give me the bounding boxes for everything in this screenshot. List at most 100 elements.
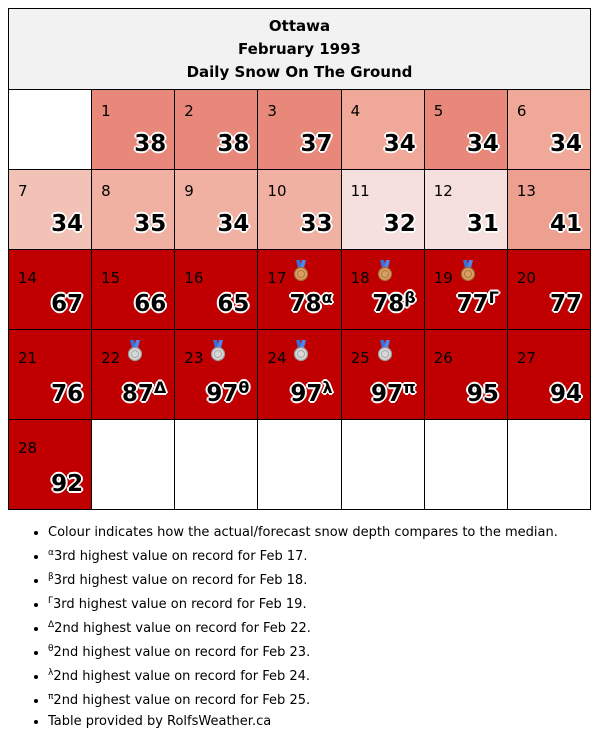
calendar-week-row: 1 38 2 38 3 37 4 34 5 34 6 34 <box>7 89 592 170</box>
footnote-item: Γ3rd highest value on record for Feb 19. <box>48 591 591 615</box>
footnote-symbol: α <box>48 548 54 558</box>
snow-depth-number: 65 <box>217 291 250 317</box>
empty-day-cell <box>174 419 259 510</box>
day-cell: 23 97θ <box>174 329 259 420</box>
snow-depth-number: 87 <box>121 381 154 407</box>
footnote-item: π2nd highest value on record for Feb 25. <box>48 687 591 711</box>
day-number: 28 <box>18 439 38 457</box>
day-cell: 11 32 <box>340 169 425 250</box>
snow-depth-number: 97 <box>206 381 239 407</box>
snow-depth-number: 33 <box>300 211 333 237</box>
snow-depth-number: 37 <box>300 131 333 157</box>
snow-depth-value: 92 <box>51 471 83 497</box>
footnote-marker: β <box>404 288 416 307</box>
bronze-medal-icon <box>293 260 309 282</box>
day-cell: 10 33 <box>257 169 342 250</box>
day-number: 19 <box>433 269 453 287</box>
calendar-header: Ottawa February 1993 Daily Snow On The G… <box>8 8 591 90</box>
day-cell: 4 34 <box>340 89 425 170</box>
footnote-symbol: λ <box>48 668 54 678</box>
footnote-marker: θ <box>238 378 250 397</box>
day-number: 7 <box>18 182 28 200</box>
snow-depth-number: 41 <box>549 211 582 237</box>
footnote-text: Colour indicates how the actual/forecast… <box>48 525 558 540</box>
day-number: 1 <box>101 102 111 120</box>
day-number: 24 <box>267 349 287 367</box>
empty-day-cell <box>91 419 176 510</box>
snow-depth-number: 38 <box>217 131 250 157</box>
snow-depth-number: 67 <box>51 291 84 317</box>
day-number: 25 <box>350 349 370 367</box>
footnote-text: 2nd highest value on record for Feb 25. <box>53 693 311 708</box>
snow-depth-number: 34 <box>466 131 499 157</box>
day-cell: 15 66 <box>91 249 176 330</box>
snow-depth-number: 92 <box>51 471 84 497</box>
day-number: 6 <box>516 102 527 120</box>
footnote-text: 3rd highest value on record for Feb 17. <box>53 549 308 564</box>
day-number: 18 <box>350 269 370 287</box>
snow-depth-number: 34 <box>51 211 84 237</box>
period-title: February 1993 <box>238 39 361 58</box>
snow-depth-number: 94 <box>549 381 582 407</box>
bronze-medal-icon <box>460 260 476 282</box>
day-number: 21 <box>18 349 38 367</box>
snow-depth-value: 34 <box>217 211 249 237</box>
day-cell: 17 78α <box>257 249 342 330</box>
footnote-symbol: θ <box>48 644 54 654</box>
empty-day-cell <box>506 419 592 510</box>
snow-depth-number: 31 <box>466 211 499 237</box>
snow-depth-value: 38 <box>217 131 249 157</box>
day-number: 9 <box>184 182 194 200</box>
snow-depth-value: 76 <box>51 381 83 407</box>
calendar-week-row: 21 76 22 87Δ 23 97θ 24 97λ 25 97π 26 95 27 94 <box>7 329 592 420</box>
bronze-medal-icon <box>377 260 393 282</box>
day-cell: 9 34 <box>174 169 259 250</box>
empty-day-cell <box>7 89 93 170</box>
day-cell: 27 94 <box>506 329 592 420</box>
silver-medal-icon <box>127 340 143 362</box>
empty-day-cell <box>423 419 508 510</box>
day-cell: 25 97π <box>340 329 425 420</box>
snow-depth-number: 34 <box>217 211 250 237</box>
footnote-item: Colour indicates how the actual/forecast… <box>48 522 591 543</box>
snow-depth-number: 34 <box>383 131 416 157</box>
snow-depth-value: 67 <box>51 291 83 317</box>
day-cell: 14 67 <box>7 249 93 330</box>
footnote-symbol: Γ <box>48 596 54 606</box>
footnote-text: 2nd highest value on record for Feb 23. <box>53 645 311 660</box>
snow-depth-value: 97π <box>371 378 416 407</box>
day-number: 27 <box>516 349 536 367</box>
snow-depth-number: 95 <box>466 381 499 407</box>
snow-depth-value: 34 <box>550 131 582 157</box>
snow-depth-number: 66 <box>134 291 167 317</box>
day-cell: 5 34 <box>423 89 508 170</box>
day-number: 8 <box>101 182 111 200</box>
day-number: 13 <box>516 182 536 200</box>
footnote-symbol: π <box>48 692 54 702</box>
day-cell: 21 76 <box>7 329 93 420</box>
footnote-marker: Δ <box>153 378 167 397</box>
snow-depth-value: 78α <box>290 288 333 317</box>
snow-calendar: Ottawa February 1993 Daily Snow On The G… <box>7 8 592 732</box>
day-cell: 1 38 <box>91 89 176 170</box>
calendar-week-row: 14 67 15 66 16 65 17 78α 18 78β 19 77Γ 20 77 <box>7 249 592 330</box>
footnote-symbol: Δ <box>48 620 55 630</box>
snow-depth-number: 32 <box>383 211 416 237</box>
day-number: 16 <box>184 269 204 287</box>
snow-depth-value: 78β <box>372 288 415 317</box>
snow-depth-value: 41 <box>550 211 582 237</box>
day-cell: 22 87Δ <box>91 329 176 420</box>
snow-depth-value: 97λ <box>290 378 332 407</box>
day-number: 10 <box>267 182 287 200</box>
empty-day-cell <box>257 419 342 510</box>
calendar-week-row: 7 34 8 35 9 34 10 33 11 32 12 31 13 41 <box>7 169 592 250</box>
footnote-item: Δ2nd highest value on record for Feb 22. <box>48 615 591 639</box>
snow-depth-value: 34 <box>467 131 499 157</box>
snow-depth-value: 31 <box>467 211 499 237</box>
day-number: 5 <box>433 102 444 120</box>
snow-depth-value: 38 <box>134 131 166 157</box>
footnote-text: 2nd highest value on record for Feb 24. <box>53 669 311 684</box>
day-number: 23 <box>184 349 204 367</box>
day-cell: 26 95 <box>423 329 508 420</box>
day-cell: 3 37 <box>257 89 342 170</box>
